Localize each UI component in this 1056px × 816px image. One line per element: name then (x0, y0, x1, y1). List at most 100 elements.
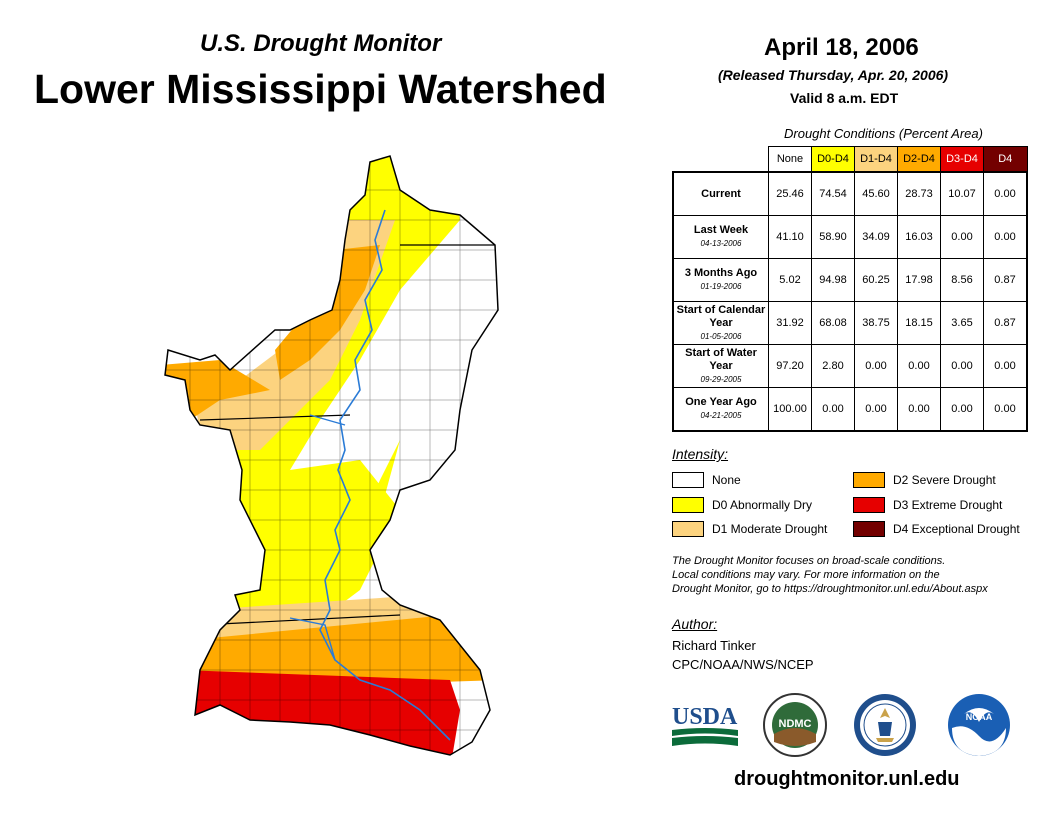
column-header: D1-D4 (854, 146, 898, 173)
table-cell: 28.73 (897, 171, 941, 216)
table-cell: 0.00 (897, 387, 941, 432)
table-row: One Year Ago 04-21-2005 100.00 0.00 0.00 0.00… (672, 387, 1028, 432)
usda-logo-text: USDA (672, 704, 738, 730)
usda-logo: USDA (672, 704, 738, 746)
row-label-text: Current (701, 187, 741, 200)
table-cell: 0.00 (811, 387, 855, 432)
table-cell: 2.80 (811, 344, 855, 388)
table-corner (673, 146, 769, 173)
table-cell: 0.00 (983, 215, 1028, 259)
legend-label: D0 Abnormally Dry (712, 498, 813, 512)
table-cell: 74.54 (811, 171, 855, 216)
table-cell: 58.90 (811, 215, 855, 259)
table-cell: 18.15 (897, 301, 941, 345)
map-date: April 18, 2006 (764, 34, 919, 61)
legend-item-d1: D1 Moderate Drought (672, 521, 827, 537)
row-label-text: Last Week (693, 224, 749, 236)
note-line: The Drought Monitor focuses on broad-sca… (672, 555, 946, 567)
table-cell: 0.00 (854, 344, 898, 388)
table-cell: 0.00 (983, 171, 1028, 216)
legend-item-d0: D0 Abnormally Dry (672, 497, 812, 513)
table-cell: 38.75 (854, 301, 898, 345)
table-cell: 97.20 (768, 344, 812, 388)
row-label: Last Week 04-13-2006 (672, 215, 769, 259)
website-url[interactable]: droughtmonitor.unl.edu (734, 768, 960, 790)
table-cell: 94.98 (811, 258, 855, 302)
table-cell: 3.65 (940, 301, 984, 345)
table-cell: 41.10 (768, 215, 812, 259)
table-cell: 31.92 (768, 301, 812, 345)
column-header: D2-D4 (897, 146, 941, 173)
row-date: 01-05-2006 (700, 331, 742, 341)
legend-item-d2: D2 Severe Drought (853, 472, 996, 488)
table-row: 3 Months Ago 01-19-2006 5.02 94.98 60.25 17.9… (672, 258, 1028, 302)
legend-swatch (672, 521, 704, 537)
valid-time: Valid 8 a.m. EDT (790, 90, 899, 106)
table-cell: 0.00 (983, 387, 1028, 432)
table-row: Last Week 04-13-2006 41.10 58.90 34.09 16.03 0… (672, 215, 1028, 259)
table-cell: 45.60 (854, 171, 898, 216)
legend-swatch (853, 472, 885, 488)
legend-swatch (672, 472, 704, 488)
table-cell: 0.00 (940, 387, 984, 432)
legend-label: D3 Extreme Drought (893, 498, 1003, 512)
map-title: Lower Mississippi Watershed (34, 66, 607, 112)
table-cell: 0.87 (983, 258, 1028, 302)
table-cell: 10.07 (940, 171, 984, 216)
row-label-text: Start of Calendar Year (676, 303, 766, 329)
legend-label: D1 Moderate Drought (712, 522, 828, 536)
table-cell: 0.87 (983, 301, 1028, 345)
column-header: D4 (983, 146, 1028, 173)
drought-map (164, 155, 499, 756)
row-date: 04-21-2005 (700, 411, 742, 420)
author-heading: Author: (672, 616, 718, 632)
author-name: Richard Tinker (672, 638, 756, 653)
legend-item-none: None (672, 472, 741, 488)
table-cell: 8.56 (940, 258, 984, 302)
table-row: Start of Water Year 09-29-2005 97.20 2.80 0.… (672, 344, 1028, 388)
row-label-text: Start of Water Year (685, 346, 757, 372)
table-caption: Drought Conditions (Percent Area) (784, 126, 983, 141)
legend-label: D2 Severe Drought (893, 473, 996, 487)
table-header-row: None D0-D4 D1-D4 D2-D4 D3-D4 D4 (673, 146, 1028, 173)
row-label: Start of Calendar Year 01-05-2006 (672, 301, 769, 345)
noaa-logo: NOAA (948, 694, 1010, 756)
ndmc-logo-text: NDMC (779, 718, 812, 730)
table-cell: 0.00 (940, 215, 984, 259)
table-cell: 60.25 (854, 258, 898, 302)
legend-swatch (853, 521, 885, 537)
author-organization: CPC/NOAA/NWS/NCEP (672, 657, 814, 672)
disclaimer-note: The Drought Monitor focuses on broad-sca… (672, 554, 1042, 596)
row-date: 09-29-2005 (700, 374, 742, 384)
map-subtitle: U.S. Drought Monitor (200, 30, 442, 57)
row-label-text: 3 Months Ago (684, 267, 758, 279)
table-cell: 25.46 (768, 171, 812, 216)
legend-swatch (672, 497, 704, 513)
row-label: 3 Months Ago 01-19-2006 (672, 258, 769, 302)
row-label-text: One Year Ago (685, 396, 757, 408)
ndmc-logo: NDMC (763, 693, 827, 757)
legend-item-d4: D4 Exceptional Drought (853, 521, 1020, 537)
legend-label: D4 Exceptional Drought (893, 522, 1020, 536)
table-cell: 16.03 (897, 215, 941, 259)
table-row: Start of Calendar Year 01-05-2006 31.92 68.… (672, 301, 1028, 345)
column-header: D3-D4 (940, 146, 984, 173)
row-label: One Year Ago 04-21-2005 (672, 387, 769, 432)
table-cell: 17.98 (897, 258, 941, 302)
table-cell: 34.09 (854, 215, 898, 259)
drought-conditions-table: None D0-D4 D1-D4 D2-D4 D3-D4 D4 Current 2… (672, 146, 1028, 432)
commerce-seal (854, 694, 916, 756)
table-cell: 0.00 (854, 387, 898, 432)
column-header: None (768, 146, 812, 173)
legend-item-d3: D3 Extreme Drought (853, 497, 1002, 513)
table-cell: 0.00 (940, 344, 984, 388)
column-header: D0-D4 (811, 146, 855, 173)
legend-swatch (853, 497, 885, 513)
row-label: Current (672, 171, 769, 216)
legend-title: Intensity: (672, 446, 729, 462)
table-cell: 100.00 (768, 387, 812, 432)
row-label: Start of Water Year 09-29-2005 (672, 344, 769, 388)
noaa-logo-text: NOAA (966, 712, 993, 722)
table-cell: 5.02 (768, 258, 812, 302)
note-line: Drought Monitor, go to https://droughtmo… (672, 583, 988, 595)
